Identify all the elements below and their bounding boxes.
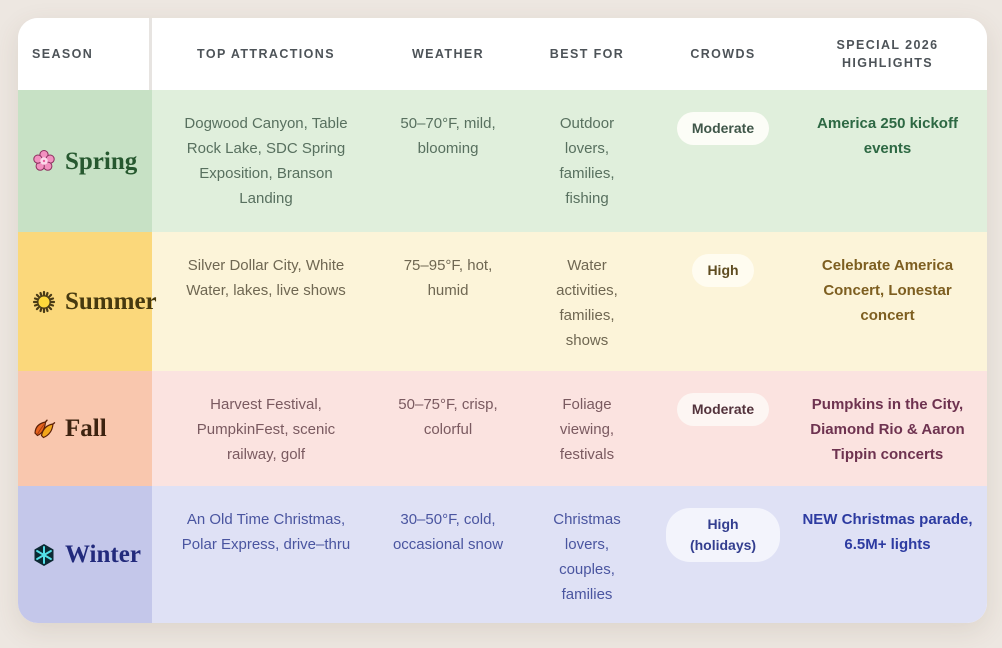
highlights-cell: Celebrate America Concert, Lonestar conc…	[821, 257, 954, 324]
column-header-attractions: TOP ATTRACTIONS	[197, 46, 335, 61]
table-row-spring: Spring Dogwood Canyon, Table Rock Lake, …	[18, 90, 987, 232]
sun-icon	[32, 290, 56, 314]
crowds-badge: Moderate	[676, 112, 770, 145]
crowds-badge: High	[692, 254, 754, 287]
season-cell: Fall	[18, 371, 152, 486]
season-label: Spring	[65, 147, 138, 175]
seasons-table: SEASON TOP ATTRACTIONS WEATHER BEST FOR CROW…	[18, 18, 987, 623]
snowflake-icon	[32, 543, 56, 567]
column-header-highlights: SPECIAL 2026 HIGHLIGHTS	[836, 37, 939, 70]
crowds-cell: High	[658, 232, 788, 371]
crowds-badge: High (holidays)	[666, 508, 780, 562]
blossom-icon	[32, 149, 56, 173]
column-header-weather: WEATHER	[411, 46, 485, 61]
table-row-summer: Summer Silver Dollar City, White Water, …	[18, 232, 987, 371]
table-row-winter: Winter An Old Time Christmas, Polar Expr…	[18, 486, 987, 623]
column-header-crowds: CROWDS	[690, 46, 756, 61]
best-for-cell: Outdoor lovers, families, fishing	[559, 115, 615, 207]
best-for-cell: Christmas lovers, couples, families	[553, 511, 621, 603]
best-for-cell: Foliage viewing, festivals	[559, 396, 615, 463]
weather-cell: 75–95°F, hot, humid	[403, 257, 493, 299]
crowds-cell: Moderate	[658, 371, 788, 486]
season-label: Summer	[65, 288, 157, 315]
table-body: Spring Dogwood Canyon, Table Rock Lake, …	[18, 90, 987, 623]
season-label: Winter	[65, 541, 141, 568]
leaf-icon	[32, 417, 56, 441]
attractions-cell: Silver Dollar City, White Water, lakes, …	[186, 257, 346, 299]
highlights-cell: NEW Christmas parade, 6.5M+ lights	[802, 511, 973, 553]
season-cell: Spring	[18, 90, 152, 232]
attractions-cell: Harvest Festival, PumpkinFest, scenic ra…	[196, 396, 336, 463]
weather-cell: 50–75°F, crisp, colorful	[398, 396, 498, 438]
attractions-cell: An Old Time Christmas, Polar Express, dr…	[181, 511, 351, 553]
weather-cell: 30–50°F, cold, occasional snow	[392, 511, 504, 553]
best-for-cell: Water activities, families, shows	[556, 257, 618, 349]
table-header-row: SEASON TOP ATTRACTIONS WEATHER BEST FOR CROW…	[18, 18, 987, 90]
highlights-cell: Pumpkins in the City, Diamond Rio & Aaro…	[810, 396, 965, 463]
season-cell: Winter	[18, 486, 152, 623]
column-header-best_for: BEST FOR	[549, 46, 625, 61]
column-header-season: SEASON	[18, 18, 152, 90]
crowds-badge: Moderate	[676, 393, 770, 426]
table-row-fall: Fall Harvest Festival, PumpkinFest, scen…	[18, 371, 987, 486]
highlights-cell: America 250 kickoff events	[817, 115, 958, 157]
season-label: Fall	[65, 415, 107, 442]
season-cell: Summer	[18, 232, 157, 371]
weather-cell: 50–70°F, mild, blooming	[400, 115, 496, 157]
crowds-cell: Moderate	[658, 90, 788, 232]
crowds-cell: High (holidays)	[658, 486, 788, 623]
attractions-cell: Dogwood Canyon, Table Rock Lake, SDC Spr…	[184, 115, 348, 207]
